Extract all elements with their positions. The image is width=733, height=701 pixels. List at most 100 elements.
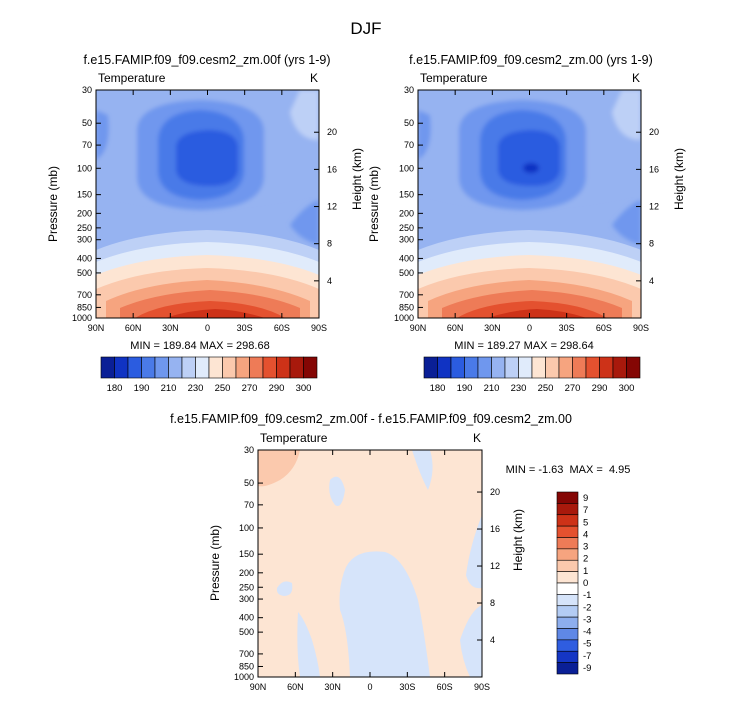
y-tick-label: 250 [399, 223, 414, 233]
colorbar-label: 270 [242, 383, 258, 394]
colorbar-label: -9 [583, 663, 591, 674]
y2-tick-label: 16 [327, 164, 337, 174]
x-tick-label: 30S [399, 682, 415, 692]
x-tick-label: 60S [274, 323, 290, 333]
y-tick-label: 1000 [72, 313, 92, 323]
colorbar-swatch [556, 605, 579, 618]
panel-a-title: f.e15.FAMIP.f09_f09.cesm2_zm.00f (yrs 1-… [83, 53, 330, 67]
x-tick-label: 90N [88, 323, 105, 333]
colorbar-label: 230 [511, 383, 527, 394]
colorbar-label: 180 [107, 383, 123, 394]
panel-c-y2-ticks: 20 16 12 8 4 [477, 487, 500, 645]
panel-a-y2-axis-label: Height (km) [350, 148, 364, 210]
panel-c-units-label: K [473, 431, 481, 445]
y-tick-label: 50 [244, 478, 254, 488]
colorbar-swatch [556, 548, 579, 561]
colorbar-swatch [556, 491, 579, 504]
colorbar-swatch [195, 356, 210, 379]
colorbar-label: -4 [583, 627, 591, 638]
panel-a-min-max: MIN = 189.84 MAX = 298.68 [130, 340, 269, 352]
colorbar-label: -5 [583, 639, 591, 650]
y2-tick-label: 8 [490, 598, 495, 608]
y2-tick-label: 8 [327, 239, 332, 249]
y-tick-label: 50 [404, 118, 414, 128]
colorbar-swatch [556, 514, 579, 527]
colorbar-swatch [491, 356, 506, 379]
colorbar-swatch [556, 594, 579, 607]
y-tick-label: 700 [239, 649, 254, 659]
colorbar-swatch [556, 662, 579, 675]
y-tick-label: 30 [82, 85, 92, 95]
y-tick-label: 30 [244, 445, 254, 455]
x-tick-label: 60N [447, 323, 464, 333]
y-tick-label: 400 [399, 253, 414, 263]
panel-a-colorbar: 180 190 210 230 250 270 290 300 [100, 356, 318, 394]
colorbar-label: 3 [583, 542, 588, 553]
colorbar-label: 1 [583, 566, 588, 577]
y-tick-label: 70 [82, 140, 92, 150]
colorbar-swatch [556, 616, 579, 629]
panel-a-y2-ticks: 20 16 12 8 4 [314, 127, 337, 286]
colorbar-label: 5 [583, 517, 588, 528]
colorbar-swatch [249, 356, 264, 379]
colorbar-swatch [423, 356, 438, 379]
y2-tick-label: 20 [490, 487, 500, 497]
colorbar-swatch [556, 650, 579, 663]
colorbar-label: 2 [583, 554, 588, 565]
colorbar-swatch [556, 628, 579, 641]
panel-a: f.e15.FAMIP.f09_f09.cesm2_zm.00f (yrs 1-… [46, 53, 364, 394]
colorbar-label: 210 [484, 383, 500, 394]
y2-tick-label: 4 [327, 276, 332, 286]
x-tick-label: 60S [596, 323, 612, 333]
x-tick-label: 0 [205, 323, 210, 333]
panel-c-y-axis-label: Pressure (mb) [208, 525, 222, 601]
y-tick-label: 200 [239, 568, 254, 578]
colorbar-label: 290 [592, 383, 608, 394]
y-tick-label: 200 [399, 208, 414, 218]
colorbar-label: 210 [161, 383, 177, 394]
y-tick-label: 400 [77, 253, 92, 263]
x-tick-label: 30N [324, 682, 341, 692]
panel-b-colorbar: 180 190 210 230 250 270 290 300 [423, 356, 641, 394]
colorbar-swatch [289, 356, 304, 379]
colorbar-label: -1 [583, 590, 591, 601]
y-tick-label: 300 [399, 235, 414, 245]
panel-b-units-label: K [632, 71, 640, 85]
colorbar-swatch [141, 356, 156, 379]
x-tick-label: 30N [484, 323, 501, 333]
colorbar-label: 230 [188, 383, 204, 394]
colorbar-label: 0 [583, 578, 588, 589]
y2-tick-label: 8 [649, 239, 654, 249]
y-tick-label: 30 [404, 85, 414, 95]
colorbar-label: -7 [583, 651, 591, 662]
colorbar-swatch [556, 503, 579, 516]
colorbar-swatch [599, 356, 614, 379]
y-tick-label: 850 [239, 661, 254, 671]
colorbar-swatch [556, 525, 579, 538]
panel-c-variable-label: Temperature [260, 431, 328, 445]
x-tick-label: 90N [250, 682, 267, 692]
colorbar-swatch [612, 356, 627, 379]
colorbar-swatch [531, 356, 546, 379]
y2-tick-label: 12 [490, 561, 500, 571]
x-tick-label: 60N [125, 323, 142, 333]
x-tick-label: 60N [287, 682, 304, 692]
colorbar-swatch [572, 356, 587, 379]
y-tick-label: 70 [404, 140, 414, 150]
panel-a-contour-field [96, 90, 319, 318]
colorbar-swatch [556, 639, 579, 652]
colorbar-swatch [464, 356, 479, 379]
x-tick-label: 90N [410, 323, 427, 333]
x-tick-label: 90S [474, 682, 490, 692]
colorbar-swatch [545, 356, 560, 379]
x-tick-label: 90S [311, 323, 327, 333]
y-tick-label: 850 [77, 302, 92, 312]
y-tick-label: 200 [77, 208, 92, 218]
colorbar-swatch [556, 537, 579, 550]
colorbar-swatch [235, 356, 250, 379]
y-tick-label: 70 [244, 500, 254, 510]
y-tick-label: 1000 [234, 672, 254, 682]
x-tick-label: 60S [437, 682, 453, 692]
panel-c-min-max: MIN = -1.63 MAX = 4.95 [506, 464, 631, 476]
